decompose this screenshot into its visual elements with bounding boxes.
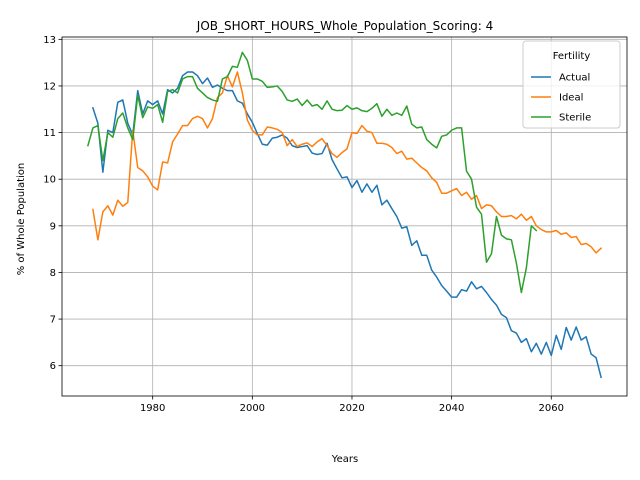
- y-tick-label: 7: [50, 315, 56, 326]
- y-tick-label: 8: [50, 268, 56, 279]
- y-axis-label: % of Whole Population: [16, 163, 27, 276]
- y-tick-label: 10: [43, 175, 56, 186]
- plot-frame: [61, 36, 628, 397]
- x-tick-label: 2020: [339, 403, 364, 414]
- legend-box: [522, 40, 621, 129]
- x-axis-label: Years: [331, 454, 358, 465]
- legend: Fertility Actual Ideal Sterile: [522, 40, 621, 129]
- legend-label-sterile: Sterile: [559, 113, 591, 124]
- x-tick-label: 1980: [140, 403, 165, 414]
- y-tick-label: 11: [43, 128, 56, 139]
- x-tick-label: 2040: [439, 403, 464, 414]
- chart-title: JOB_SHORT_HOURS_Whole_Population_Scoring…: [196, 19, 493, 33]
- grid: [62, 37, 627, 396]
- x-tick-label: 2060: [539, 403, 564, 414]
- y-tick-label: 6: [50, 361, 56, 372]
- series-lines: [86, 51, 603, 379]
- legend-label-ideal: Ideal: [559, 93, 583, 104]
- y-tick-label: 12: [43, 81, 56, 92]
- legend-entries: Actual Ideal Sterile: [531, 73, 591, 124]
- axis-ticks: 1980 2000 2020 2040 2060 6 7 8 9 10 11 12 13: [43, 35, 564, 414]
- y-tick-label: 13: [43, 35, 56, 46]
- series-line-sterile: [86, 51, 538, 294]
- y-tick-label: 9: [50, 221, 56, 232]
- legend-label-actual: Actual: [559, 73, 590, 84]
- series-line-actual: [91, 71, 603, 379]
- series-line-ideal: [92, 71, 603, 254]
- x-tick-label: 2000: [240, 403, 265, 414]
- legend-title: Fertility: [553, 51, 591, 62]
